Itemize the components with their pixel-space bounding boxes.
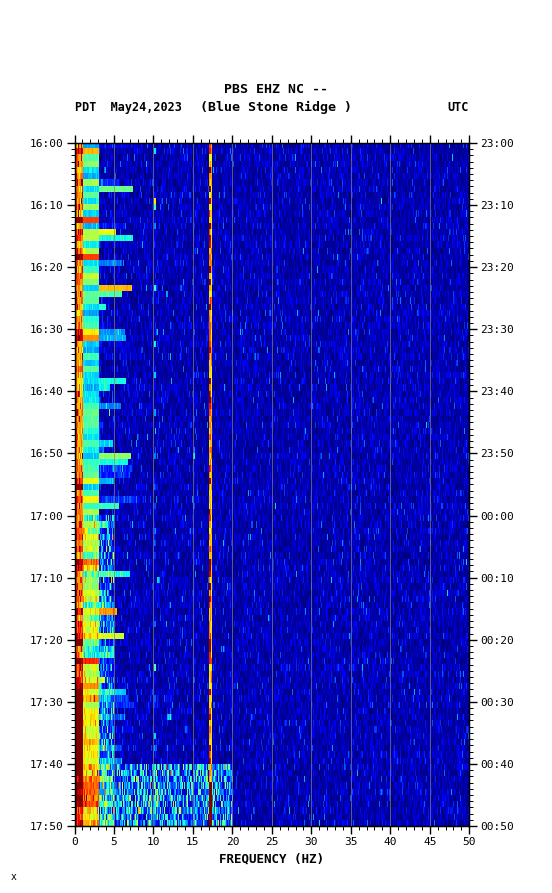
X-axis label: FREQUENCY (HZ): FREQUENCY (HZ) xyxy=(219,853,325,865)
Text: UTC: UTC xyxy=(448,101,469,114)
Text: PDT  May24,2023: PDT May24,2023 xyxy=(75,101,182,114)
Text: x: x xyxy=(11,872,17,882)
Text: USGS: USGS xyxy=(22,19,55,33)
Text: PBS EHZ NC --: PBS EHZ NC -- xyxy=(224,82,328,96)
Text: (Blue Stone Ridge ): (Blue Stone Ridge ) xyxy=(200,101,352,114)
